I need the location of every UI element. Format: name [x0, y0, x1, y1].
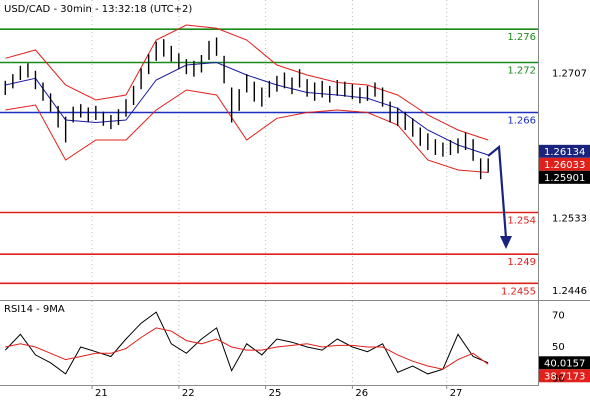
- y-tick-label: 50: [552, 342, 565, 353]
- y-tick-label: 70: [552, 310, 565, 321]
- level-label: 1.2455: [501, 286, 536, 297]
- level-label: 1.266: [507, 116, 536, 127]
- y-tick-label: 1.2446: [552, 286, 587, 297]
- panel-title: RSI14 - 9MA: [4, 304, 65, 315]
- overlay-line: [5, 89, 489, 173]
- level-label: 1.249: [507, 257, 536, 268]
- forecast-arrow: [487, 144, 512, 249]
- arrow-head: [500, 236, 512, 249]
- level-label: 1.272: [507, 66, 536, 77]
- x-tick-label: 26: [355, 388, 368, 399]
- arrow-line: [487, 144, 508, 239]
- y-tick-label: 1.2707: [552, 68, 587, 79]
- data-layer: [0, 24, 590, 383]
- overlay-line: [5, 24, 489, 141]
- value-box: [539, 170, 590, 184]
- value-box: [539, 356, 590, 370]
- value-box: [539, 157, 590, 171]
- overlay-line: [5, 327, 489, 370]
- overlay-line: [4, 311, 489, 375]
- value-box-label: 38.7173: [544, 371, 585, 382]
- text-layer: USD/CAD - 30min - 13:32:18 (UTC+2) RSI14…: [4, 4, 587, 399]
- grid-layer: [91, 0, 448, 389]
- y-tick-label: 30: [552, 374, 565, 385]
- x-tick-label: 25: [269, 388, 282, 399]
- chart-title: USD/CAD - 30min - 13:32:18 (UTC+2): [4, 4, 192, 15]
- level-label: 1.254: [507, 216, 536, 227]
- value-box: [539, 369, 590, 383]
- y-tick-label: 1.2533: [552, 213, 587, 224]
- value-box-label: 40.0157: [544, 358, 585, 369]
- level-label: 1.276: [507, 32, 536, 43]
- x-tick-label: 21: [95, 388, 108, 399]
- value-box: [539, 144, 590, 158]
- frame: [0, 0, 590, 386]
- x-tick-label: 27: [450, 388, 463, 399]
- value-box-label: 1.26134: [544, 147, 585, 158]
- value-box-label: 1.26033: [544, 160, 585, 171]
- value-box-label: 1.25901: [544, 173, 585, 184]
- x-tick-label: 22: [182, 388, 195, 399]
